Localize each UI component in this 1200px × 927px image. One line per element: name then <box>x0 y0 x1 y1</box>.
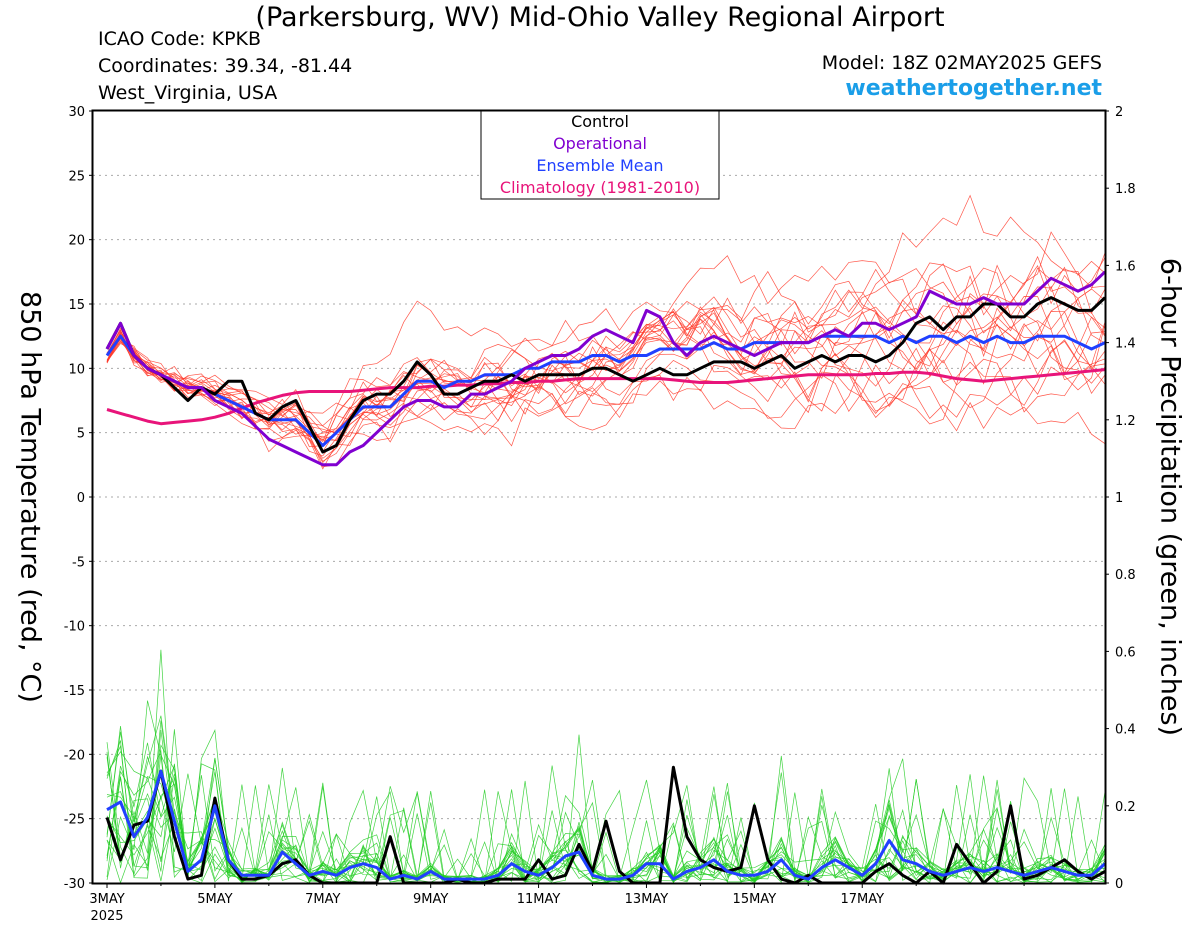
y-tick-label-left: -20 <box>64 748 85 763</box>
x-tick-label: 7MAY <box>305 892 340 907</box>
temperature-member-line <box>106 310 1106 442</box>
x-tick-label: 17MAY <box>840 892 884 907</box>
y-tick-label-left: 30 <box>68 105 85 120</box>
y-tick-label-right: 1.6 <box>1115 259 1136 274</box>
precipitation-member-line <box>106 720 1106 884</box>
control-temperature-line <box>105 296 1107 454</box>
y-tick-label-right: 0.4 <box>1115 723 1136 738</box>
y-tick-label-left: 15 <box>68 298 85 313</box>
temperature-member-line <box>106 267 1106 448</box>
legend-entry: Control <box>571 112 629 131</box>
control-precipitation-line <box>105 765 1106 885</box>
x-tick-label: 3MAY <box>89 892 124 907</box>
y-tick-label-left: -5 <box>72 555 85 570</box>
temperature-member-line <box>106 324 1106 462</box>
precipitation-member-line <box>106 772 1106 884</box>
ensemble-member-lines <box>106 194 1106 884</box>
y-tick-label-left: -15 <box>64 684 85 699</box>
operational-temperature-line <box>105 270 1107 467</box>
ensemble-mean-temperature-line <box>105 334 1106 447</box>
axis-ticks: 302520151050-5-10-15-20-25-3021.81.61.41… <box>64 105 1136 924</box>
y-tick-label-right: 2 <box>1115 105 1123 120</box>
precipitation-member-line <box>106 726 1106 884</box>
y-tick-label-left: 25 <box>68 169 85 184</box>
main-series-lines <box>105 270 1107 885</box>
climatology-temperature-line <box>106 368 1106 426</box>
y-tick-label-left: -30 <box>64 877 85 892</box>
x-tick-year: 2025 <box>90 909 123 924</box>
site-link[interactable]: weathertogether.net <box>845 76 1102 101</box>
temperature-member-line <box>106 270 1106 426</box>
precipitation-member-line <box>106 729 1106 883</box>
y-tick-label-right: 0.8 <box>1115 568 1136 583</box>
y-tick-label-left: 10 <box>68 362 85 377</box>
temperature-member-line <box>106 262 1106 417</box>
y-tick-label-right: 0.6 <box>1115 645 1136 660</box>
y-tick-label-right: 1 <box>1115 491 1123 506</box>
x-tick-label: 9MAY <box>413 892 448 907</box>
temperature-member-line <box>106 289 1106 443</box>
x-tick-label: 11MAY <box>517 892 561 907</box>
temperature-member-line <box>106 257 1106 470</box>
y-tick-label-left: 0 <box>77 491 85 506</box>
y-tick-label-left: 5 <box>77 427 85 442</box>
x-tick-label: 15MAY <box>733 892 777 907</box>
y-tick-label-right: 1.4 <box>1115 337 1136 352</box>
y-tick-label-left: 20 <box>68 234 85 249</box>
legend-entry: Operational <box>553 134 647 153</box>
temperature-member-line <box>106 321 1106 433</box>
coordinates: Coordinates: 39.34, -81.44 <box>98 55 353 77</box>
y-tick-label-right: 0.2 <box>1115 800 1136 815</box>
x-tick-label: 5MAY <box>197 892 232 907</box>
precipitation-member-line <box>106 715 1106 883</box>
y-tick-label-left: -10 <box>64 620 85 635</box>
y-tick-label-left: -25 <box>64 813 85 828</box>
y-tick-label-right: 1.8 <box>1115 182 1136 197</box>
temperature-member-line <box>106 264 1106 438</box>
region: West_Virginia, USA <box>98 82 278 104</box>
chart-title: (Parkersburg, WV) Mid-Ohio Valley Region… <box>255 2 945 33</box>
legend: Control Operational Ensemble Mean Climatolo… <box>480 110 720 200</box>
legend-box <box>480 110 720 200</box>
grid-lines <box>93 174 1105 820</box>
y-tick-label-right: 1.2 <box>1115 414 1136 429</box>
icao-code: ICAO Code: KPKB <box>98 28 262 50</box>
x-tick-label: 13MAY <box>625 892 669 907</box>
legend-entry: Climatology (1981-2010) <box>500 178 700 197</box>
legend-entry: Ensemble Mean <box>536 156 663 175</box>
ensemble-mean-precipitation-line <box>106 769 1106 881</box>
y-tick-label-right: 0 <box>1115 877 1123 892</box>
model-run: Model: 18Z 02MAY2025 GEFS <box>821 52 1102 74</box>
